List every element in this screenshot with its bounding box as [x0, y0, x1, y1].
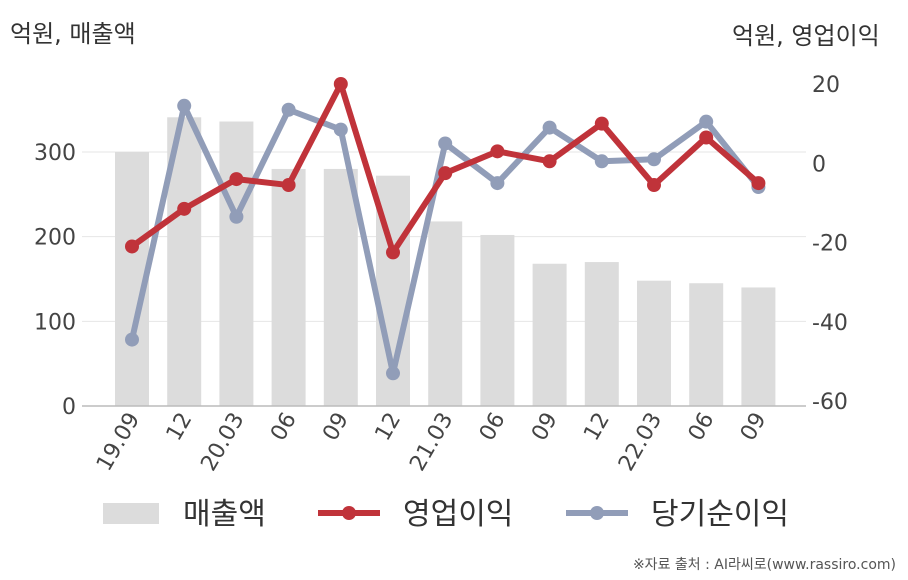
- bar-매출액: [689, 283, 724, 406]
- point-당기순이익: [438, 136, 453, 151]
- right-tick-label: -60: [812, 390, 848, 415]
- point-당기순이익: [594, 154, 609, 169]
- point-당기순이익: [177, 98, 192, 113]
- legend-marker-영업이익: [342, 506, 356, 520]
- point-당기순이익: [333, 122, 348, 137]
- point-당기순이익: [699, 114, 714, 129]
- x-tick-label: 19.09: [92, 409, 145, 476]
- x-tick-label: 21.03: [405, 409, 458, 476]
- right-axis-title: 억원, 영업이익: [732, 22, 880, 50]
- point-영업이익: [281, 178, 296, 193]
- point-영업이익: [333, 77, 348, 91]
- point-영업이익: [490, 144, 505, 159]
- bar-매출액: [271, 168, 306, 406]
- point-영업이익: [386, 245, 400, 260]
- left-tick-label: 200: [34, 226, 76, 251]
- x-tick-label: 12: [162, 409, 198, 446]
- right-tick-label: 0: [812, 152, 826, 177]
- point-영업이익: [177, 201, 192, 216]
- point-영업이익: [699, 130, 714, 145]
- bar-매출액: [480, 234, 515, 406]
- bar-매출액: [741, 287, 776, 406]
- right-tick-label: -20: [812, 232, 848, 257]
- x-tick-label: 22.03: [614, 409, 667, 476]
- legend-label-당기순이익: 당기순이익: [651, 497, 789, 532]
- x-tick-label: 09: [527, 409, 563, 446]
- point-영업이익: [542, 154, 557, 169]
- x-tick-label: 09: [736, 409, 772, 446]
- x-tick-label: 09: [318, 409, 354, 446]
- x-tick-label: 06: [266, 409, 302, 446]
- right-tick-label: 20: [812, 73, 840, 98]
- x-tick-label: 12: [371, 409, 407, 446]
- legend-marker-당기순이익: [590, 506, 604, 520]
- bar-매출액: [532, 263, 567, 406]
- point-영업이익: [594, 116, 609, 131]
- point-영업이익: [647, 178, 661, 193]
- point-영업이익: [125, 239, 139, 254]
- bar-매출액: [637, 280, 671, 406]
- point-영업이익: [751, 176, 766, 191]
- point-당기순이익: [490, 176, 505, 191]
- bar-매출액: [584, 262, 619, 406]
- right-tick-label: -40: [812, 311, 848, 336]
- bar-매출액: [323, 168, 358, 406]
- left-axis-title: 억원, 매출액: [10, 20, 136, 48]
- left-tick-label: 100: [34, 310, 76, 335]
- point-영업이익: [229, 172, 244, 187]
- point-당기순이익: [386, 366, 400, 381]
- x-tick-label: 06: [475, 409, 511, 446]
- legend-swatch-매출액: [103, 503, 159, 524]
- x-tick-label: 12: [579, 409, 615, 446]
- legend-label-영업이익: 영업이익: [403, 497, 513, 532]
- legend-label-매출액: 매출액: [183, 497, 266, 532]
- point-당기순이익: [125, 332, 139, 347]
- bar-매출액: [428, 221, 463, 406]
- left-tick-label: 300: [34, 141, 76, 166]
- point-당기순이익: [542, 120, 557, 135]
- source-note: ※자료 출처 : AI라씨로(www.rassiro.com): [632, 557, 896, 573]
- point-영업이익: [438, 166, 453, 181]
- point-당기순이익: [281, 102, 296, 117]
- x-tick-label: 20.03: [196, 409, 249, 476]
- point-당기순이익: [647, 152, 661, 167]
- left-tick-label: 0: [62, 395, 76, 420]
- x-tick-label: 06: [684, 409, 720, 446]
- point-당기순이익: [229, 209, 244, 224]
- bar-매출액: [219, 121, 254, 407]
